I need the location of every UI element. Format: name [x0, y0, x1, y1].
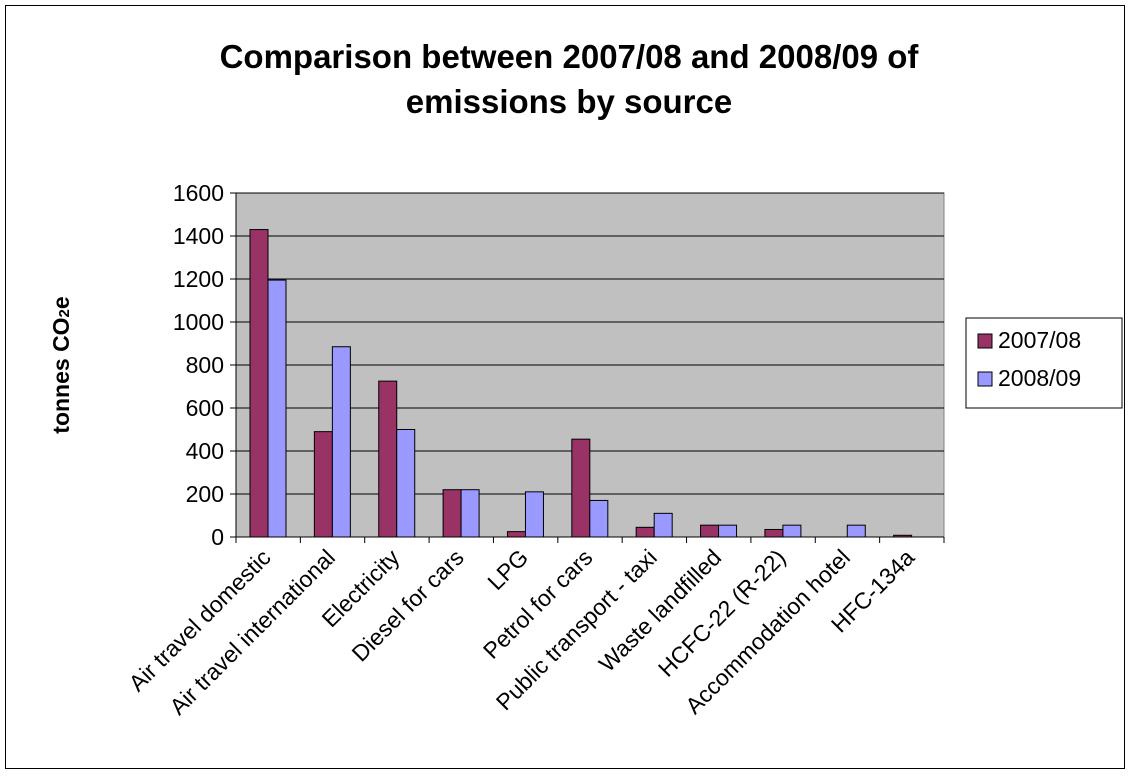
bar-series-2 — [782, 524, 802, 538]
y-tick-label: 0 — [211, 524, 224, 550]
x-tick-label: Diesel for cars — [346, 544, 468, 666]
y-tick-label: 600 — [186, 395, 224, 421]
bar-series-1 — [506, 531, 526, 538]
bar-series-2 — [460, 489, 480, 538]
bars — [249, 229, 913, 538]
y-axis-label-main: tonnes CO — [48, 317, 74, 433]
y-axis-label-suffix: e — [48, 296, 74, 309]
bar-series-1 — [442, 489, 462, 538]
y-tick-label: 400 — [186, 438, 224, 464]
y-tick-label: 1400 — [173, 223, 224, 249]
bar-series-2 — [846, 524, 866, 538]
bar-series-1 — [700, 524, 720, 538]
bar-series-2 — [396, 429, 416, 538]
chart-title: Comparison between 2007/08 and 2008/09 o… — [0, 34, 1132, 124]
bar-series-2 — [331, 346, 351, 538]
legend: 2007/08 2008/09 — [965, 317, 1123, 409]
bar-series-2 — [718, 524, 738, 538]
bar-series-2 — [589, 499, 609, 538]
y-tick-label: 800 — [186, 352, 224, 378]
bar-series-2 — [524, 491, 544, 538]
bar-series-1 — [313, 431, 333, 538]
bar-series-1 — [249, 229, 269, 538]
y-tick-label: 1000 — [173, 309, 224, 335]
y-tick-label: 1200 — [173, 266, 224, 292]
y-axis-label: tonnes CO2e — [48, 296, 74, 433]
bar-series-1 — [378, 380, 398, 538]
y-tick-label: 1600 — [173, 180, 224, 206]
legend-label: 2008/09 — [998, 365, 1081, 391]
legend-swatch — [977, 333, 993, 349]
chart-title-line-2: emissions by source — [405, 83, 733, 120]
chart-title-line-1: Comparison between 2007/08 and 2008/09 o… — [219, 38, 919, 75]
y-axis-label-subscript: 2 — [56, 309, 73, 317]
legend-box — [965, 317, 1123, 409]
y-axis-title: tonnes CO2e — [48, 296, 74, 433]
bar-series-2 — [653, 512, 673, 538]
bar-series-2 — [267, 279, 287, 538]
legend-label: 2007/08 — [998, 327, 1081, 353]
y-tick-label: 200 — [186, 481, 224, 507]
bar-series-1 — [571, 438, 591, 538]
legend-swatch — [977, 371, 993, 387]
x-tick-label: LPG — [482, 544, 533, 595]
bar-series-1 — [764, 528, 784, 538]
bar-series-1 — [635, 526, 655, 538]
